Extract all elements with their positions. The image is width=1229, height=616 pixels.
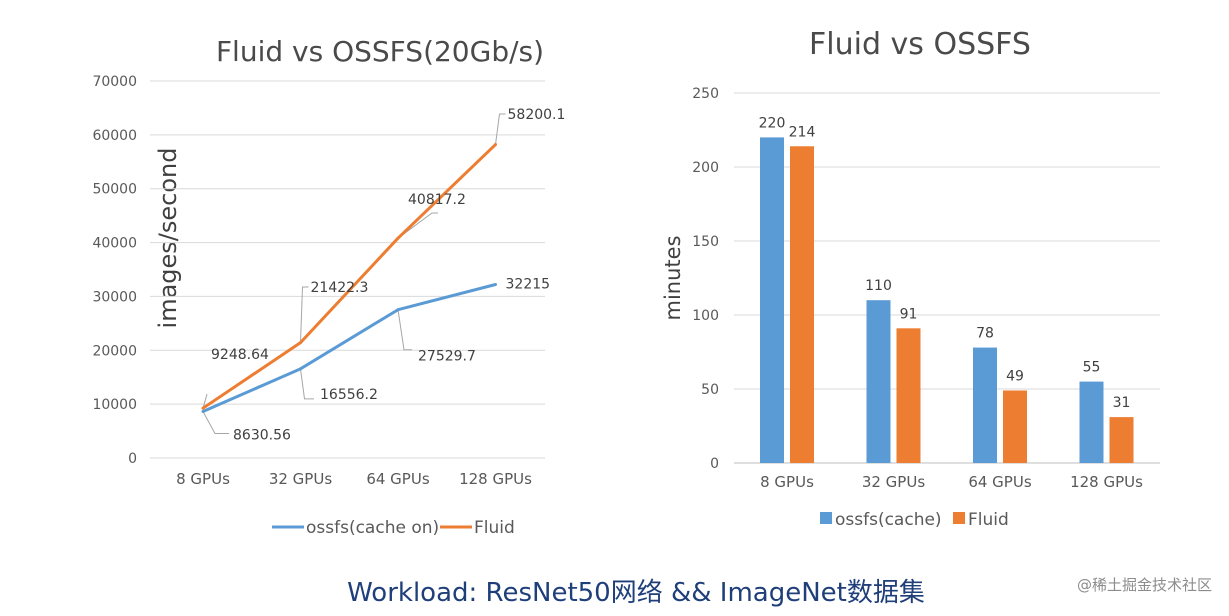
data-label-fluid: 9248.64 xyxy=(211,347,269,363)
x-tick-label: 128 GPUs xyxy=(1070,473,1143,491)
data-label-ossfs-cache: 110 xyxy=(865,278,892,294)
data-label-fluid: 21422.3 xyxy=(311,280,369,296)
data-point xyxy=(396,236,400,240)
line-chart-gridlines xyxy=(150,80,545,459)
data-label-fluid: 214 xyxy=(789,124,816,140)
legend-swatch-fluid xyxy=(953,512,965,524)
x-tick-label: 128 GPUs xyxy=(459,470,532,488)
bar-fluid xyxy=(1003,390,1027,463)
data-label-fluid: 58200.1 xyxy=(508,107,566,123)
y-tick-label: 200 xyxy=(692,160,719,176)
data-point xyxy=(299,341,302,345)
data-point xyxy=(299,367,302,371)
x-tick-label: 8 GPUs xyxy=(760,473,814,491)
line-chart: Fluid vs OSSFS(20Gb/s) images/second 0 10… xyxy=(92,35,565,538)
watermark: @稀土掘金技术社区 xyxy=(1077,576,1212,594)
bar-ossfs-cache xyxy=(866,300,891,463)
label-leader xyxy=(397,309,412,351)
bar-chart-x-ticks: 8 GPUs 32 GPUs 64 GPUs 128 GPUs xyxy=(760,473,1143,491)
x-tick-label: 32 GPUs xyxy=(862,473,926,491)
legend-label-ossfs-cache-on: ossfs(cache on) xyxy=(306,518,439,538)
bar-chart-title: Fluid vs OSSFS xyxy=(809,27,1031,62)
label-leader xyxy=(202,394,208,409)
y-tick-label: 0 xyxy=(128,451,137,467)
data-label-ossfs-cache-on: 32215 xyxy=(506,276,551,292)
data-point xyxy=(201,410,205,414)
bar-chart-y-axis-label: minutes xyxy=(661,235,685,320)
bar-chart: Fluid vs OSSFS minutes 0 50 100 150 200 250 8… xyxy=(661,27,1160,530)
line-chart-x-ticks: 8 GPUs 32 GPUs 64 GPUs 128 GPUs xyxy=(176,470,532,488)
data-label-ossfs-cache-on: 16556.2 xyxy=(320,387,378,403)
x-tick-label: 32 GPUs xyxy=(269,470,333,488)
y-tick-label: 0 xyxy=(710,456,719,472)
bar-ossfs-cache xyxy=(1079,381,1104,463)
x-tick-label: 64 GPUs xyxy=(366,470,430,488)
label-leader xyxy=(300,368,314,400)
bar-chart-bars xyxy=(760,137,1134,463)
line-chart-label-leaders xyxy=(202,113,506,435)
data-label-fluid: 40817.2 xyxy=(408,192,466,208)
data-point xyxy=(201,406,205,410)
x-tick-label: 64 GPUs xyxy=(968,473,1032,491)
bar-ossfs-cache xyxy=(760,137,784,463)
label-leader xyxy=(202,411,229,435)
data-label-ossfs-cache: 220 xyxy=(759,115,786,131)
y-tick-label: 250 xyxy=(692,86,719,102)
y-tick-label: 30000 xyxy=(92,289,137,305)
x-tick-label: 8 GPUs xyxy=(176,470,230,488)
y-tick-label: 50 xyxy=(701,382,719,398)
bar-fluid xyxy=(790,146,814,463)
data-label-fluid: 49 xyxy=(1006,368,1024,384)
bar-chart-legend: ossfs(cache) Fluid xyxy=(820,510,1009,530)
legend-label-fluid: Fluid xyxy=(968,510,1009,530)
data-label-fluid: 31 xyxy=(1113,395,1131,411)
series-line-fluid xyxy=(202,143,497,410)
data-point xyxy=(396,308,400,312)
data-label-ossfs-cache-on: 27529.7 xyxy=(418,349,476,365)
y-tick-label: 70000 xyxy=(92,74,137,90)
bar-chart-y-ticks: 0 50 100 150 200 250 xyxy=(692,86,719,472)
data-point xyxy=(494,143,497,147)
legend-label-ossfs-cache: ossfs(cache) xyxy=(835,510,942,530)
bar-ossfs-cache xyxy=(973,347,997,463)
data-point xyxy=(494,282,497,286)
label-leader xyxy=(495,113,506,145)
y-tick-label: 100 xyxy=(692,308,719,324)
bar-fluid xyxy=(1109,417,1134,463)
line-chart-y-ticks: 0 10000 20000 30000 40000 50000 60000 70000 xyxy=(92,74,137,467)
y-tick-label: 20000 xyxy=(92,343,137,359)
line-chart-y-axis-label: images/second xyxy=(154,148,182,329)
data-label-ossfs-cache: 55 xyxy=(1083,360,1101,376)
y-tick-label: 40000 xyxy=(92,236,137,252)
bar-fluid xyxy=(896,328,921,463)
line-chart-legend: ossfs(cache on) Fluid xyxy=(272,518,515,538)
legend-swatch-ossfs-cache xyxy=(820,512,832,524)
data-label-ossfs-cache: 78 xyxy=(976,326,994,342)
line-chart-data-labels: 8630.56 16556.2 27529.7 32215 9248.64 21422.3… xyxy=(211,107,565,444)
y-tick-label: 60000 xyxy=(92,128,137,144)
y-tick-label: 150 xyxy=(692,234,719,250)
y-tick-label: 50000 xyxy=(92,182,137,198)
line-chart-title: Fluid vs OSSFS(20Gb/s) xyxy=(216,35,544,68)
label-leader xyxy=(397,212,438,239)
line-chart-series xyxy=(201,143,497,414)
legend-label-fluid: Fluid xyxy=(474,518,515,538)
label-leader xyxy=(300,286,309,343)
series-line-ossfs-cache-on xyxy=(202,283,496,413)
workload-caption: Workload: ResNet50网络 && ImageNet数据集 xyxy=(347,578,925,608)
data-label-ossfs-cache-on: 8630.56 xyxy=(233,428,291,444)
y-tick-label: 10000 xyxy=(92,397,137,413)
data-label-fluid: 91 xyxy=(900,306,918,322)
